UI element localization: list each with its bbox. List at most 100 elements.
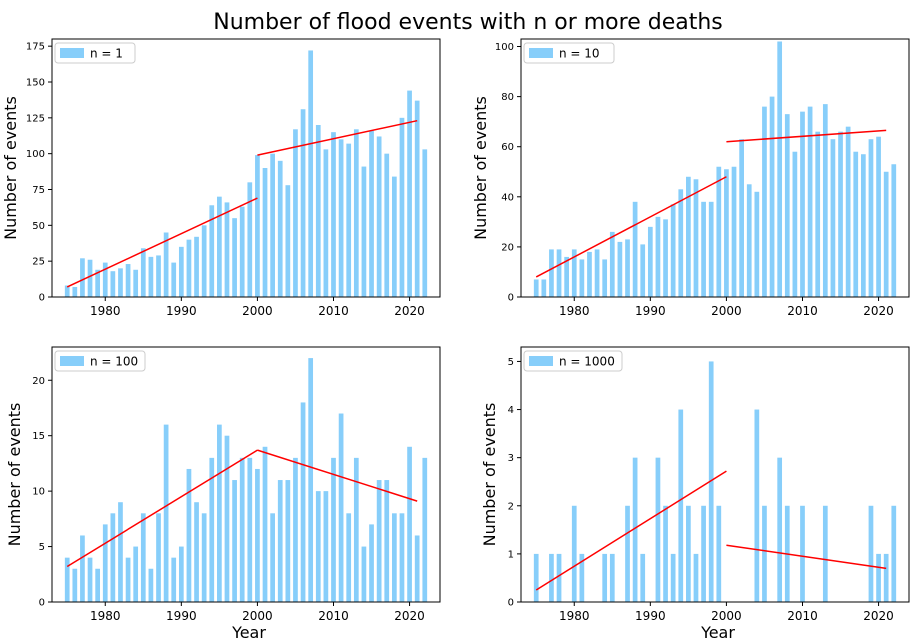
legend-label: n = 1: [90, 47, 123, 61]
bar: [391, 176, 397, 297]
y-tick-label: 2: [508, 501, 514, 512]
x-tick-label: 2000: [242, 304, 273, 318]
legend-swatch: [60, 356, 84, 366]
y-tick-label: 0: [39, 598, 45, 609]
x-tick-label: 2000: [242, 609, 273, 623]
x-tick-label: 1980: [559, 609, 590, 623]
bar: [640, 244, 646, 297]
bar: [239, 206, 245, 297]
bar: [891, 505, 897, 602]
bar: [762, 106, 767, 297]
bar: [369, 130, 374, 297]
legend-label: n = 10: [559, 47, 600, 61]
bar: [125, 557, 131, 602]
x-tick-label: 1990: [635, 304, 666, 318]
bar: [369, 524, 374, 602]
bar: [300, 109, 306, 297]
bar: [815, 131, 821, 297]
legend-label: n = 100: [90, 355, 138, 369]
y-tick-label: 0: [508, 598, 514, 609]
bar: [224, 435, 230, 602]
bar: [784, 114, 790, 297]
figure-title: Number of flood events with n or more de…: [213, 10, 723, 35]
legend: n = 1000: [523, 350, 623, 372]
bar: [422, 457, 428, 602]
bar: [95, 269, 101, 297]
trend-line: [726, 544, 887, 570]
panel-3: 1980 1990 2000 2010 2020 0 5 10 15 20 Number of ev…: [5, 346, 441, 641]
panel-4: 1980 1990 2000 2010 2020 0 1 2 3 4 5 Number of even…: [480, 346, 910, 641]
x-tick-label: 1980: [559, 304, 590, 318]
bar: [270, 513, 275, 602]
y-axis-label: Number of events: [1, 96, 20, 240]
y-tick-label: 10: [32, 487, 45, 498]
y-tick-label: 0: [39, 293, 45, 304]
bar: [140, 513, 146, 602]
y-tick-label: 0: [508, 293, 514, 304]
bar: [663, 219, 668, 297]
bar: [277, 160, 283, 297]
bar: [838, 131, 843, 297]
bar: [647, 226, 653, 297]
bar: [655, 216, 661, 297]
y-axis-label: Number of events: [5, 403, 24, 547]
y-tick-label: 5: [508, 357, 514, 368]
y-tick-label: 100: [495, 42, 514, 53]
x-tick-label: 2020: [394, 609, 425, 623]
bar: [110, 513, 116, 602]
trend-line: [535, 470, 727, 591]
bar: [361, 166, 367, 297]
bar: [579, 259, 585, 297]
bar: [277, 480, 283, 602]
y-tick-label: 60: [501, 142, 514, 153]
bar: [594, 249, 600, 297]
bar: [883, 171, 889, 297]
y-tick-label: 40: [501, 192, 514, 203]
trend-line: [66, 197, 258, 288]
legend-swatch: [529, 356, 553, 366]
bar: [133, 546, 139, 602]
bar: [262, 168, 268, 297]
bar: [186, 468, 192, 602]
bar: [323, 149, 329, 297]
bar: [376, 480, 382, 602]
y-tick-label: 175: [26, 42, 45, 53]
x-tick-label: 2020: [394, 304, 425, 318]
bar: [64, 557, 70, 602]
x-tick-label: 1980: [90, 304, 121, 318]
bar: [156, 255, 161, 297]
bar: [209, 205, 215, 297]
bar: [171, 262, 177, 297]
bar: [556, 249, 562, 297]
x-tick-label: 2000: [711, 304, 742, 318]
bar: [800, 505, 805, 602]
trend-line: [257, 449, 418, 502]
bar: [178, 546, 184, 602]
bar: [754, 191, 760, 297]
bar: [201, 225, 207, 297]
bar: [315, 125, 321, 297]
bar: [118, 268, 123, 297]
bar: [262, 446, 268, 602]
bar: [701, 201, 706, 297]
bar: [186, 239, 192, 297]
y-tick-label: 80: [501, 92, 514, 103]
bar: [95, 568, 101, 602]
bar: [663, 505, 668, 602]
bar: [270, 153, 275, 297]
bar: [632, 457, 638, 602]
bar: [87, 259, 93, 297]
panel-2: 1980 1990 2000 2010 2020 0 20 40 60 80 100 Number o…: [471, 38, 910, 318]
bar: [693, 179, 699, 297]
bar: [422, 149, 428, 297]
bar: [678, 409, 684, 602]
x-tick-label: 1980: [90, 609, 121, 623]
bar: [853, 151, 859, 297]
bar: [201, 513, 207, 602]
bar: [533, 279, 539, 297]
bar: [868, 505, 874, 602]
bar: [308, 50, 314, 297]
bar: [571, 249, 577, 297]
bar: [602, 259, 608, 297]
bar: [556, 553, 562, 602]
